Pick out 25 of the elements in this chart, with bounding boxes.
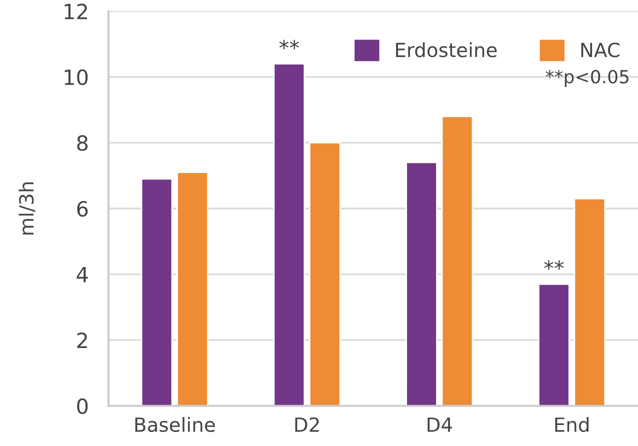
- x-tick-label: End: [555, 416, 589, 432]
- y-tick-label: 2: [77, 332, 87, 348]
- legend-label: NAC: [581, 42, 620, 58]
- y-axis-title: ml/3h: [18, 182, 36, 235]
- annotation: **p<0.05: [546, 70, 628, 87]
- bar: [406, 162, 438, 406]
- legend-label: Erdosteine: [396, 42, 497, 58]
- x-tick-label: D4: [428, 418, 452, 432]
- annotation: **: [544, 260, 564, 270]
- x-tick-label: D2: [295, 417, 319, 432]
- bar: [176, 172, 208, 406]
- y-tick-label: 8: [77, 135, 88, 151]
- bar: [308, 142, 341, 406]
- x-tick-label: Baseline: [135, 416, 215, 432]
- y-tick-label: 10: [64, 69, 88, 86]
- y-tick-label: 6: [77, 200, 88, 217]
- bar: [441, 116, 474, 406]
- bar: [538, 283, 570, 406]
- y-tick-label: 0: [77, 398, 88, 414]
- bar: [574, 198, 606, 406]
- y-tick-label: 4: [76, 267, 88, 282]
- y-tick-label: 12: [64, 4, 87, 20]
- bar: [273, 63, 306, 406]
- annotation: **: [279, 40, 299, 50]
- bar: [140, 178, 173, 406]
